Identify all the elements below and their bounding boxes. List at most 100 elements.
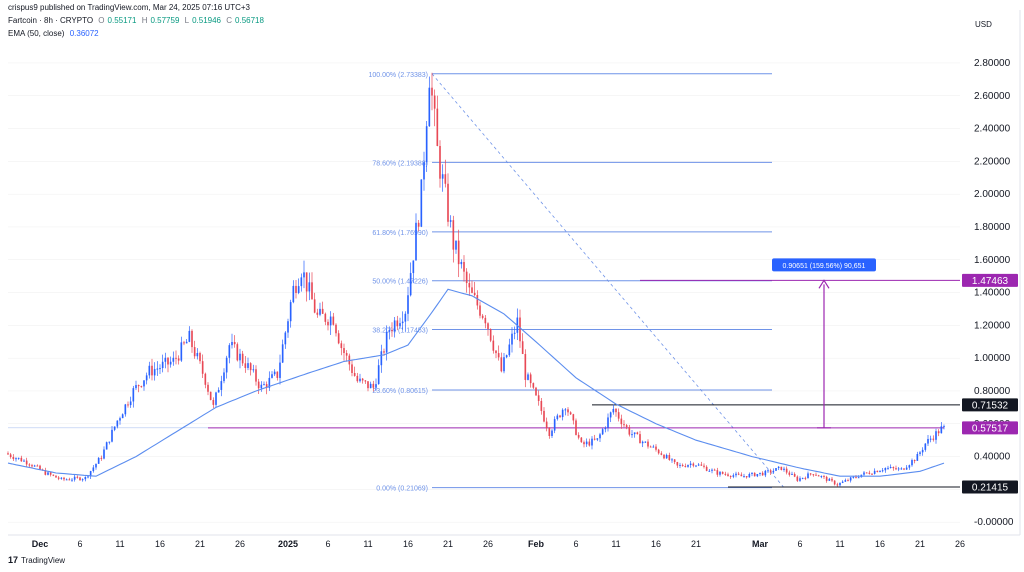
- candle-body: [652, 446, 655, 448]
- candle-body: [372, 383, 375, 388]
- candle-body: [847, 480, 849, 482]
- candle-body: [807, 473, 809, 479]
- candle-body: [396, 320, 399, 327]
- candle-body: [356, 375, 359, 382]
- candle-body: [423, 162, 425, 180]
- candle-body: [199, 352, 201, 362]
- candle-body: [79, 477, 81, 481]
- candle-body: [97, 457, 100, 464]
- candle-body: [663, 454, 665, 459]
- candle-body: [932, 438, 935, 440]
- tradingview-footer[interactable]: 17 TradingView: [8, 555, 65, 565]
- candle-body: [689, 463, 692, 465]
- candle-body: [137, 385, 140, 387]
- candle-body: [153, 369, 156, 376]
- symbol-name[interactable]: Fartcoin · 8h · CRYPTO: [8, 16, 94, 25]
- candle-body: [63, 477, 65, 480]
- y-tick-label: 2.40000: [974, 124, 1011, 135]
- candle-body: [876, 470, 879, 473]
- candle-body: [271, 374, 273, 378]
- candle-body: [172, 357, 175, 362]
- candle-body: [505, 355, 508, 358]
- candle-body: [468, 283, 471, 288]
- fib-level-label: 78.60% (2.19388): [372, 160, 428, 167]
- candle-body: [817, 475, 820, 477]
- candle-body: [836, 484, 839, 486]
- fib-level-label: 50.00% (1.47226): [372, 279, 428, 286]
- candle-body: [759, 472, 761, 475]
- candle-body: [201, 361, 204, 374]
- candle-body: [548, 428, 551, 436]
- candle-body: [87, 476, 89, 478]
- candle-body: [537, 395, 540, 401]
- close-label: C: [226, 16, 233, 25]
- x-tick-label: 11: [363, 539, 372, 549]
- candle-body: [668, 454, 671, 460]
- candle-body: [465, 271, 468, 284]
- candle-body: [692, 463, 695, 466]
- candle-body: [727, 474, 729, 476]
- candle-body: [249, 363, 252, 371]
- candle-body: [36, 465, 39, 467]
- candle-body: [532, 383, 535, 388]
- measure-label-box: [772, 258, 876, 272]
- candle-body: [588, 441, 591, 446]
- candle-body: [724, 473, 727, 475]
- candle-body: [919, 452, 921, 455]
- candle-body: [260, 384, 263, 389]
- candle-body: [401, 321, 404, 324]
- high-label: H: [141, 16, 148, 25]
- candle-body: [487, 323, 489, 330]
- candle-body: [657, 449, 660, 454]
- x-tick-label: 11: [835, 539, 844, 549]
- price-label-box: [962, 480, 1018, 494]
- candle-body: [567, 409, 569, 413]
- candle-body: [340, 343, 343, 349]
- candle-body: [313, 299, 316, 313]
- candle-body: [623, 424, 625, 426]
- candle-body: [68, 479, 71, 481]
- candle-body: [761, 472, 764, 476]
- y-tick-label: 0.40000: [974, 452, 1011, 463]
- candle-body: [268, 377, 271, 388]
- candle-body: [871, 473, 873, 475]
- candle-body: [135, 385, 137, 389]
- candle-body: [620, 418, 623, 425]
- candle-body: [801, 477, 804, 479]
- candle-body: [420, 179, 423, 227]
- candle-body: [119, 418, 121, 421]
- ema-label[interactable]: EMA (50, close): [8, 29, 65, 38]
- candle-body: [732, 475, 735, 477]
- candle-body: [753, 472, 756, 477]
- candle-body: [279, 362, 281, 378]
- candle-body: [535, 387, 537, 396]
- candle-body: [175, 357, 177, 359]
- x-tick-label: 2025: [278, 539, 298, 549]
- candle-body: [492, 340, 495, 351]
- candle-body: [617, 412, 620, 419]
- x-tick-label: 11: [611, 539, 620, 549]
- candle-body: [263, 384, 265, 386]
- candle-body: [937, 431, 940, 434]
- candle-body: [572, 414, 575, 421]
- candle-body: [316, 312, 319, 315]
- candle-body: [156, 368, 159, 370]
- candle-body: [113, 426, 116, 430]
- candle-body: [529, 374, 532, 384]
- candle-body: [407, 295, 409, 314]
- candle-body: [177, 358, 180, 361]
- candle-body: [89, 471, 92, 477]
- low-value: 0.51946: [192, 16, 221, 25]
- candle-body: [868, 472, 871, 474]
- candle-body: [28, 464, 31, 466]
- candle-body: [527, 374, 529, 380]
- x-tick-label: Dec: [32, 539, 49, 549]
- candle-body: [777, 466, 780, 469]
- candle-body: [812, 474, 815, 476]
- candle-body: [236, 344, 239, 361]
- candle-body: [393, 320, 396, 332]
- candle-body: [575, 420, 577, 435]
- x-tick-label: 6: [77, 539, 82, 549]
- candle-body: [721, 471, 724, 474]
